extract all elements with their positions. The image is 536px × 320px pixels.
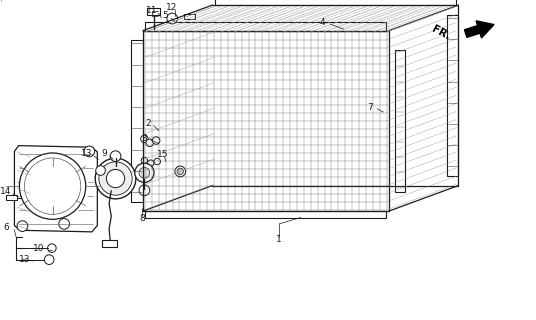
- FancyArrow shape: [465, 21, 494, 38]
- Circle shape: [141, 157, 147, 164]
- Text: FR.: FR.: [430, 24, 452, 42]
- Circle shape: [139, 167, 150, 178]
- Circle shape: [44, 255, 54, 264]
- Bar: [215, 0, 456, 5]
- Text: 14: 14: [0, 188, 11, 196]
- Text: 13: 13: [81, 149, 92, 158]
- Circle shape: [110, 151, 121, 162]
- Text: 11: 11: [146, 6, 158, 15]
- Circle shape: [177, 168, 183, 175]
- Circle shape: [147, 160, 154, 166]
- Bar: [145, 211, 386, 218]
- Circle shape: [140, 135, 148, 143]
- Circle shape: [135, 163, 154, 182]
- Text: 9: 9: [101, 149, 107, 158]
- Circle shape: [146, 139, 153, 147]
- Circle shape: [106, 169, 125, 188]
- Circle shape: [99, 162, 132, 195]
- Circle shape: [139, 185, 150, 196]
- Circle shape: [19, 153, 86, 219]
- Polygon shape: [14, 146, 98, 232]
- Bar: [145, 22, 386, 31]
- Bar: [102, 240, 117, 247]
- Text: 1: 1: [277, 235, 282, 244]
- Text: 12: 12: [166, 3, 177, 12]
- Bar: [396, 50, 405, 192]
- Text: 2: 2: [145, 119, 151, 128]
- Text: 4: 4: [319, 18, 325, 27]
- Text: 13: 13: [19, 255, 31, 264]
- Bar: [184, 14, 195, 19]
- Circle shape: [84, 146, 95, 157]
- Circle shape: [175, 166, 185, 177]
- Circle shape: [48, 244, 56, 252]
- Circle shape: [96, 166, 106, 175]
- Circle shape: [95, 158, 136, 199]
- Bar: [131, 40, 143, 202]
- Circle shape: [17, 221, 28, 231]
- Text: 5: 5: [162, 11, 168, 20]
- Text: 3: 3: [141, 134, 147, 143]
- Text: 15: 15: [157, 150, 168, 159]
- Circle shape: [59, 219, 70, 229]
- Bar: [6, 195, 17, 200]
- Text: 6: 6: [4, 223, 9, 232]
- Text: 8: 8: [139, 214, 145, 223]
- Text: 7: 7: [367, 103, 373, 112]
- Text: 10: 10: [33, 244, 44, 253]
- Circle shape: [152, 137, 160, 144]
- Bar: [147, 8, 160, 15]
- Bar: [446, 15, 458, 176]
- Circle shape: [167, 13, 177, 24]
- Circle shape: [154, 158, 160, 165]
